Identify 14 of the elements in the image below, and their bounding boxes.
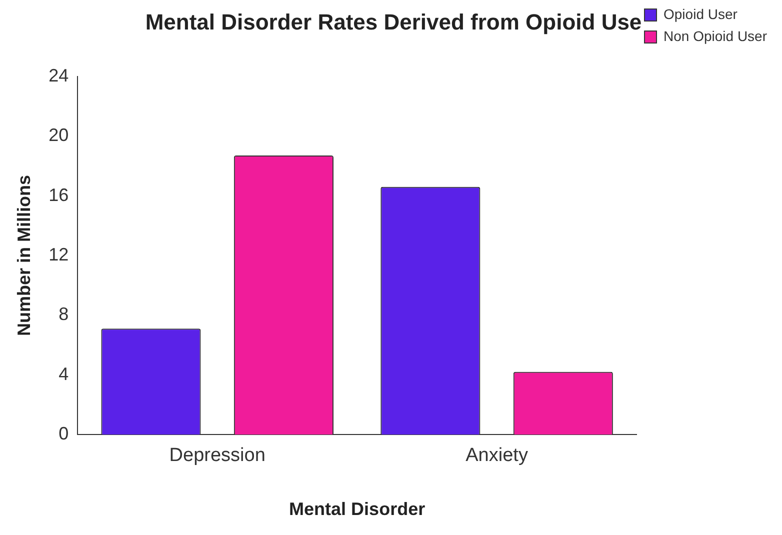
y-tick-label: 16 (48, 184, 69, 205)
legend-label: Opioid User (664, 6, 738, 22)
x-axis-title: Mental Disorder (289, 499, 426, 520)
x-tick-label: Anxiety (466, 445, 528, 466)
y-axis-title: Number in Millions (14, 174, 34, 336)
y-tick-label: 12 (48, 244, 69, 264)
chart-title: Mental Disorder Rates Derived from Opioid Use (145, 9, 642, 34)
legend-label: Non Opioid User (664, 28, 768, 44)
y-tick-label: 4 (58, 364, 69, 384)
y-tick-label: 24 (48, 65, 69, 86)
x-tick-label: Depression (169, 445, 266, 466)
y-tick-label: 20 (48, 125, 69, 146)
y-tick-label: 0 (58, 424, 69, 444)
y-tick-label: 8 (58, 304, 69, 324)
